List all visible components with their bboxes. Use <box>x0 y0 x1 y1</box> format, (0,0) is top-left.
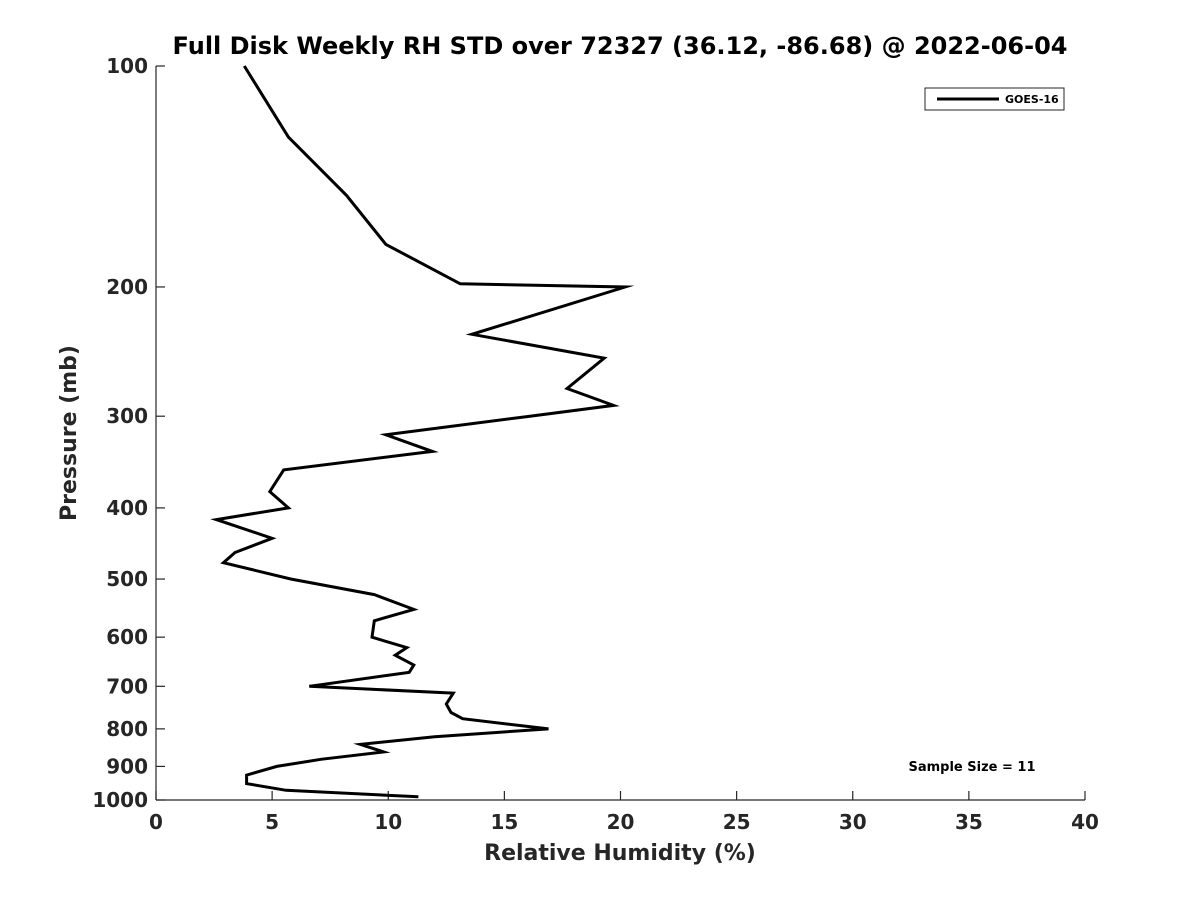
x-tick-label: 5 <box>265 810 279 834</box>
y-tick-label: 700 <box>106 674 148 698</box>
x-tick-label: 15 <box>490 810 518 834</box>
x-tick-label: 40 <box>1071 810 1099 834</box>
y-tick-label: 900 <box>106 754 148 778</box>
series-line-goes-16 <box>210 65 635 799</box>
y-tick-label: 100 <box>106 54 148 78</box>
y-tick-label: 200 <box>106 275 148 299</box>
x-tick-label: 0 <box>149 810 163 834</box>
y-axis-label: Pressure (mb) <box>57 345 82 521</box>
y-tick-label: 300 <box>106 404 148 428</box>
y-tick-label: 800 <box>106 717 148 741</box>
y-tick-label: 600 <box>106 625 148 649</box>
x-tick-label: 20 <box>607 810 635 834</box>
x-axis-label: Relative Humidity (%) <box>484 841 756 866</box>
y-tick-label: 1000 <box>92 788 148 812</box>
x-tick-label: 35 <box>955 810 983 834</box>
legend: GOES-16 <box>924 87 1065 111</box>
x-tick-label: 30 <box>839 810 867 834</box>
legend-label: GOES-16 <box>1005 93 1059 106</box>
y-tick-label: 500 <box>106 567 148 591</box>
y-tick-label: 400 <box>106 496 148 520</box>
chart-title: Full Disk Weekly RH STD over 72327 (36.1… <box>173 32 1068 60</box>
sample-size-annotation: Sample Size = 11 <box>908 760 1035 775</box>
x-tick-label: 25 <box>723 810 751 834</box>
x-tick-label: 10 <box>374 810 402 834</box>
